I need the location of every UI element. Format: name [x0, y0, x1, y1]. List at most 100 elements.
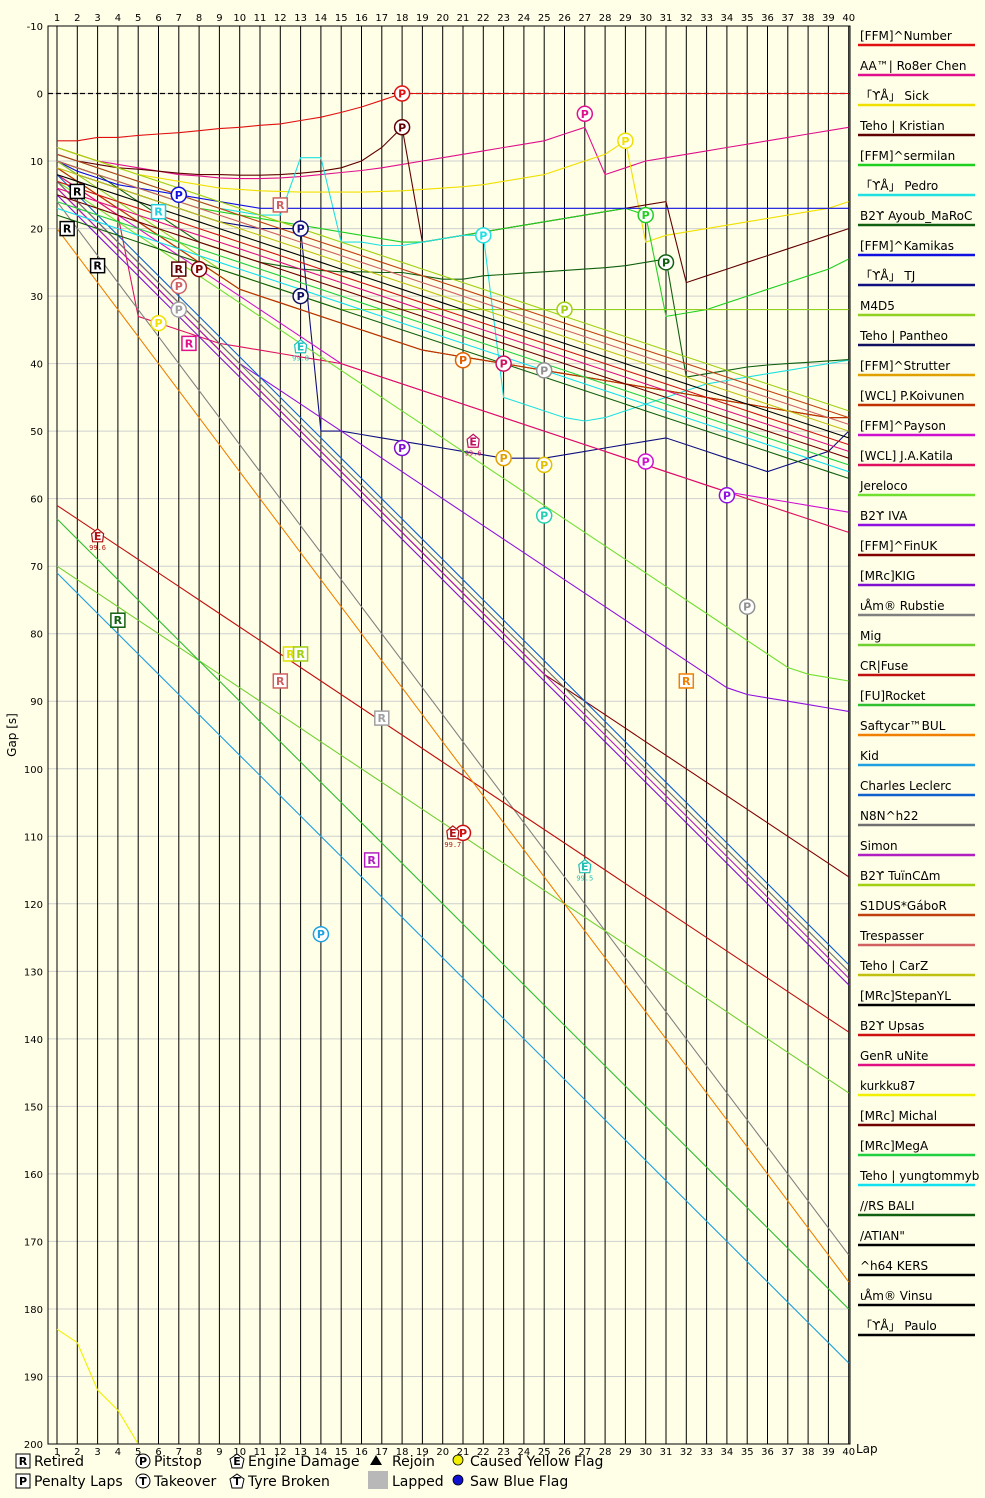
series-line [56, 194, 849, 459]
y-tick-label: 20 [30, 225, 43, 236]
retired-letter: R [286, 648, 295, 661]
series-line [56, 187, 850, 979]
key-symbol [370, 1455, 382, 1465]
marker-P: P [170, 186, 188, 204]
pitstop-marker [535, 362, 553, 379]
legend-entry: ^h64 KERS [858, 1259, 975, 1277]
retired-letter: R [276, 199, 285, 212]
x-tick-label: 8 [196, 1447, 202, 1458]
pitstop-marker [292, 220, 309, 237]
marker-P: P [637, 206, 654, 224]
pitstop-marker [170, 301, 188, 318]
y-tick-label: 80 [30, 630, 43, 641]
y-tick-label: 150 [24, 1102, 43, 1113]
key-symbol [135, 1473, 151, 1489]
engine-damage-marker [466, 433, 480, 448]
marker-P: P [556, 301, 573, 318]
pitstop-letter: P [398, 442, 406, 455]
legend-label: [FU]Rocket [860, 689, 926, 703]
key-entry: T Tyre Broken [229, 1473, 330, 1490]
series-line [56, 194, 850, 986]
y-tick-label: 180 [24, 1305, 43, 1316]
x-tick-label: 16 [355, 1447, 368, 1458]
x-tick-label: 1 [54, 1447, 60, 1458]
x-tick-label: 39 [822, 1447, 835, 1458]
x-tick-label: 35 [741, 1447, 754, 1458]
pitstop-marker [393, 85, 411, 102]
legend-label: Teho | Pantheo [859, 329, 948, 343]
series-line [56, 207, 849, 473]
series-line [56, 572, 850, 1364]
marker-P: P [312, 925, 330, 943]
pitstop-marker [535, 456, 553, 474]
key-symbol [452, 1454, 464, 1466]
x-tick-label: 34 [721, 13, 734, 24]
pitstop-marker [393, 119, 411, 136]
marker-R: R [292, 646, 309, 662]
legend-label: kurkku87 [860, 1079, 916, 1093]
pitstop-letter: P [540, 459, 548, 472]
x-tick-label: 16 [355, 13, 368, 24]
legend-label: [MRc]MegA [860, 1139, 929, 1153]
retired-marker [89, 257, 106, 274]
retired-letter: R [93, 260, 102, 273]
x-tick-label: 25 [538, 1447, 551, 1458]
pitstop-letter: P [398, 121, 406, 134]
x-tick-label: 20 [436, 13, 449, 24]
engine-damage-label: 99.8 [292, 355, 309, 363]
x-tick-label: 20 [436, 1447, 449, 1458]
x-tick-label: 32 [680, 13, 693, 24]
x-tick-label: 31 [660, 13, 673, 24]
marker-P: P [150, 314, 167, 332]
pitstop-letter: P [175, 304, 183, 317]
engine-damage-marker [578, 858, 592, 874]
x-tick-label: 10 [233, 1447, 246, 1458]
pitstop-letter: P [154, 317, 162, 330]
x-tick-label: 21 [457, 13, 470, 24]
marker-R: R [181, 335, 197, 352]
pitstop-marker [170, 277, 188, 295]
pitstop-letter: P [479, 229, 487, 242]
x-tick-label: 18 [396, 13, 409, 24]
pitstop-letter: P [540, 364, 548, 377]
legend-label: 「ϒÅ」 Sick [860, 88, 929, 103]
x-tick-label: 33 [700, 1447, 713, 1458]
pitstop-marker [150, 314, 167, 332]
legend-label: [WCL] P.Koivunen [860, 389, 965, 403]
key-label: Pitstop [154, 1454, 202, 1470]
x-tick-label: 6 [155, 13, 161, 24]
series-line [56, 167, 849, 419]
key-symbol [368, 1471, 388, 1489]
legend-label: 「ϒÅ」 TJ [860, 268, 915, 283]
y-tick-label: 120 [24, 900, 43, 911]
x-tick-label: 27 [578, 1447, 591, 1458]
legend-entry: CR|Fuse [858, 659, 975, 677]
x-tick-label: 35 [741, 13, 754, 24]
pitstop-letter: P [500, 358, 508, 371]
legend-entry: [FFM]^Payson [858, 419, 975, 437]
legend-label: [FFM]^Kamikas [860, 239, 954, 253]
retired-letter: R [63, 223, 72, 236]
legend-entry: Teho | CarZ [858, 959, 975, 977]
legend-label: CR|Fuse [860, 659, 908, 673]
key-symbol-letter: E [233, 1455, 241, 1468]
legend-entry: /ATIAN" [858, 1229, 975, 1247]
legend-entry: 「ϒÅ」 TJ [858, 268, 975, 287]
retired-letter: R [154, 206, 163, 219]
series-line [56, 174, 849, 533]
x-tick-label: 7 [176, 1447, 182, 1458]
pitstop-letter: P [642, 456, 650, 469]
x-tick-label: 18 [396, 1447, 409, 1458]
series-line [56, 167, 849, 432]
x-tick-label: 11 [254, 13, 267, 24]
y-tick-label: 200 [24, 1440, 43, 1451]
pitstop-letter: P [723, 489, 731, 502]
key-symbol [229, 1473, 245, 1489]
marker-R: R [678, 673, 695, 689]
series-line [56, 228, 850, 1283]
legend-entry: N8N^h22 [858, 809, 975, 827]
legend-label: B2ϒ TuïnCΔm [860, 869, 940, 883]
pitstop-marker [393, 439, 411, 457]
series-line [57, 92, 849, 142]
